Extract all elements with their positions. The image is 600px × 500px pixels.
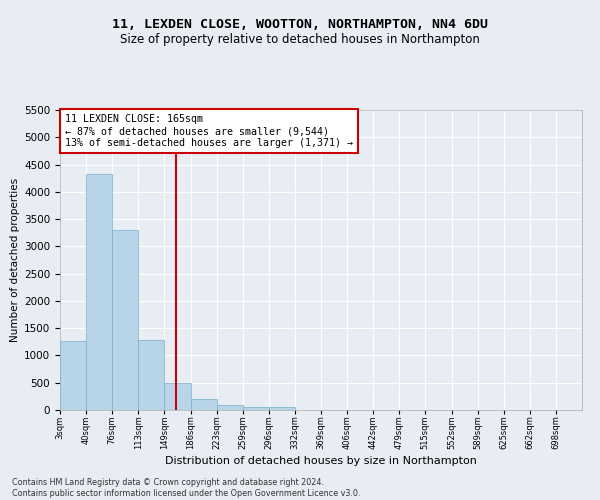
Y-axis label: Number of detached properties: Number of detached properties (10, 178, 20, 342)
Bar (242, 406, 269, 410)
Bar (164, 384, 191, 410)
Bar (191, 398, 217, 410)
Bar (112, 230, 139, 410)
X-axis label: Distribution of detached houses by size in Northampton: Distribution of detached houses by size … (165, 456, 477, 466)
Text: Contains HM Land Registry data © Crown copyright and database right 2024.
Contai: Contains HM Land Registry data © Crown c… (12, 478, 361, 498)
Text: Size of property relative to detached houses in Northampton: Size of property relative to detached ho… (120, 32, 480, 46)
Bar (86, 174, 112, 410)
Text: 11 LEXDEN CLOSE: 165sqm
← 87% of detached houses are smaller (9,544)
13% of semi: 11 LEXDEN CLOSE: 165sqm ← 87% of detache… (65, 114, 353, 148)
Bar (269, 408, 295, 410)
Bar (60, 340, 86, 410)
Bar (217, 406, 242, 410)
Text: 11, LEXDEN CLOSE, WOOTTON, NORTHAMPTON, NN4 6DU: 11, LEXDEN CLOSE, WOOTTON, NORTHAMPTON, … (112, 18, 488, 30)
Bar (139, 340, 164, 410)
